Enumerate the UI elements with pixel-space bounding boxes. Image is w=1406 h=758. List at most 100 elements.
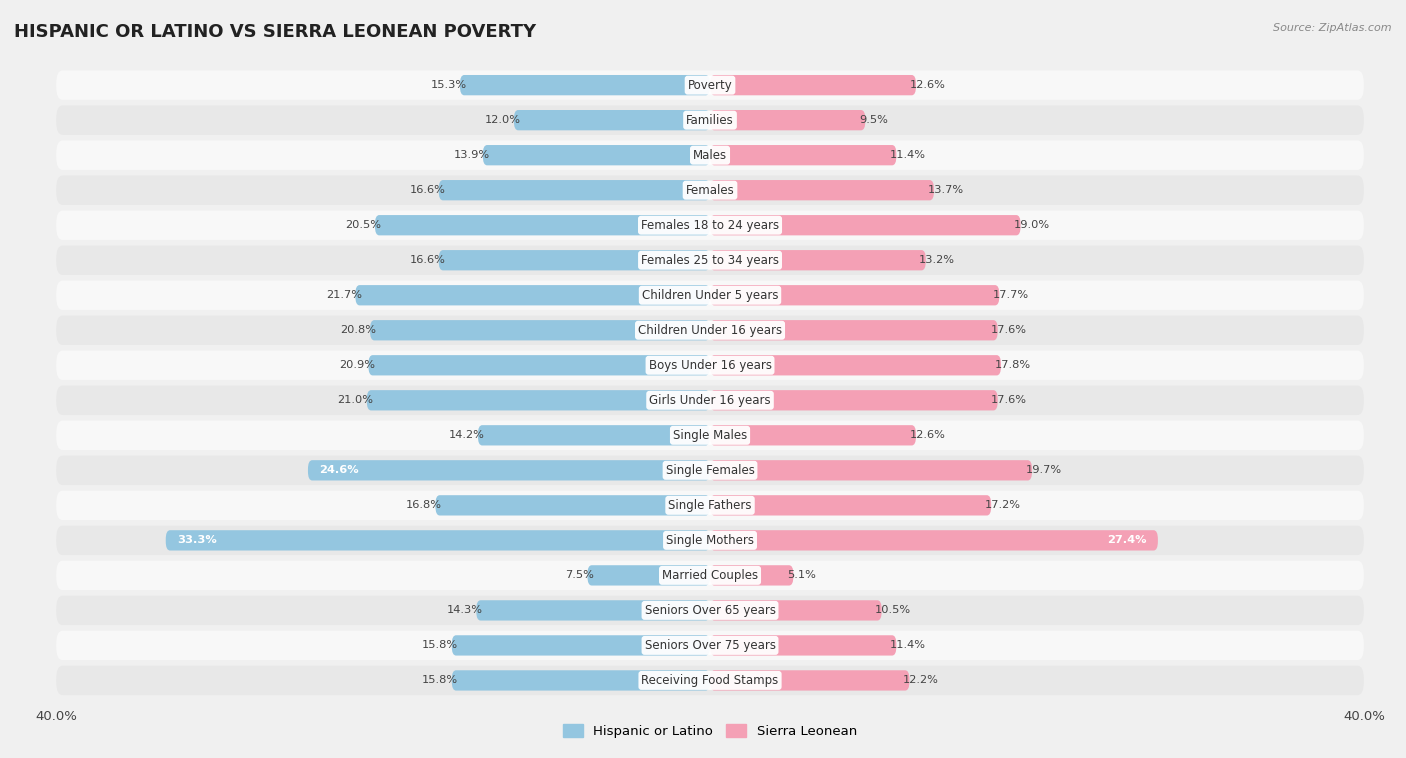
FancyBboxPatch shape [375, 215, 710, 236]
Text: 21.7%: 21.7% [326, 290, 361, 300]
Text: 33.3%: 33.3% [177, 535, 217, 545]
Text: Females: Females [686, 183, 734, 196]
FancyBboxPatch shape [460, 75, 710, 96]
Text: 20.9%: 20.9% [339, 360, 375, 370]
Text: Females 25 to 34 years: Females 25 to 34 years [641, 254, 779, 267]
FancyBboxPatch shape [477, 600, 710, 621]
Text: 16.6%: 16.6% [409, 255, 446, 265]
FancyBboxPatch shape [439, 250, 710, 271]
Text: 27.4%: 27.4% [1107, 535, 1146, 545]
FancyBboxPatch shape [56, 490, 1364, 520]
Text: Married Couples: Married Couples [662, 569, 758, 582]
FancyBboxPatch shape [515, 110, 710, 130]
Text: 14.3%: 14.3% [447, 606, 482, 615]
FancyBboxPatch shape [56, 211, 1364, 240]
Text: 19.0%: 19.0% [1014, 221, 1050, 230]
FancyBboxPatch shape [56, 315, 1364, 345]
FancyBboxPatch shape [308, 460, 710, 481]
FancyBboxPatch shape [710, 285, 1000, 305]
FancyBboxPatch shape [56, 386, 1364, 415]
FancyBboxPatch shape [56, 456, 1364, 485]
Text: 11.4%: 11.4% [890, 150, 925, 160]
Text: Males: Males [693, 149, 727, 161]
FancyBboxPatch shape [710, 145, 897, 165]
FancyBboxPatch shape [436, 495, 710, 515]
Text: 20.5%: 20.5% [346, 221, 381, 230]
FancyBboxPatch shape [710, 250, 925, 271]
Text: Poverty: Poverty [688, 79, 733, 92]
Text: Single Fathers: Single Fathers [668, 499, 752, 512]
FancyBboxPatch shape [710, 75, 915, 96]
FancyBboxPatch shape [710, 635, 897, 656]
FancyBboxPatch shape [710, 670, 910, 691]
FancyBboxPatch shape [356, 285, 710, 305]
FancyBboxPatch shape [710, 495, 991, 515]
Text: 15.8%: 15.8% [422, 675, 458, 685]
Text: 13.7%: 13.7% [928, 185, 963, 196]
FancyBboxPatch shape [56, 70, 1364, 100]
FancyBboxPatch shape [368, 356, 710, 375]
FancyBboxPatch shape [710, 530, 1159, 550]
Text: Source: ZipAtlas.com: Source: ZipAtlas.com [1274, 23, 1392, 33]
Text: 16.6%: 16.6% [409, 185, 446, 196]
Text: 15.3%: 15.3% [430, 80, 467, 90]
FancyBboxPatch shape [710, 356, 1001, 375]
FancyBboxPatch shape [56, 176, 1364, 205]
FancyBboxPatch shape [56, 105, 1364, 135]
FancyBboxPatch shape [710, 460, 1032, 481]
FancyBboxPatch shape [588, 565, 710, 585]
Text: Families: Families [686, 114, 734, 127]
FancyBboxPatch shape [166, 530, 710, 550]
FancyBboxPatch shape [710, 320, 998, 340]
FancyBboxPatch shape [56, 350, 1364, 380]
Text: 21.0%: 21.0% [337, 396, 374, 406]
Text: HISPANIC OR LATINO VS SIERRA LEONEAN POVERTY: HISPANIC OR LATINO VS SIERRA LEONEAN POV… [14, 23, 536, 41]
Legend: Hispanic or Latino, Sierra Leonean: Hispanic or Latino, Sierra Leonean [558, 719, 862, 744]
FancyBboxPatch shape [56, 421, 1364, 450]
Text: 10.5%: 10.5% [875, 606, 911, 615]
FancyBboxPatch shape [710, 425, 915, 446]
Text: Single Females: Single Females [665, 464, 755, 477]
Text: 11.4%: 11.4% [890, 641, 925, 650]
Text: 12.2%: 12.2% [903, 675, 939, 685]
Text: Girls Under 16 years: Girls Under 16 years [650, 394, 770, 407]
Text: 17.2%: 17.2% [984, 500, 1021, 510]
FancyBboxPatch shape [482, 145, 710, 165]
Text: 17.7%: 17.7% [993, 290, 1029, 300]
Text: 13.2%: 13.2% [920, 255, 955, 265]
Text: 17.8%: 17.8% [994, 360, 1031, 370]
Text: 19.7%: 19.7% [1025, 465, 1062, 475]
FancyBboxPatch shape [56, 631, 1364, 660]
Text: Children Under 16 years: Children Under 16 years [638, 324, 782, 337]
FancyBboxPatch shape [478, 425, 710, 446]
FancyBboxPatch shape [710, 180, 934, 200]
Text: 17.6%: 17.6% [991, 396, 1028, 406]
FancyBboxPatch shape [710, 110, 865, 130]
Text: Boys Under 16 years: Boys Under 16 years [648, 359, 772, 371]
FancyBboxPatch shape [56, 246, 1364, 275]
Text: 16.8%: 16.8% [406, 500, 441, 510]
Text: Single Males: Single Males [673, 429, 747, 442]
Text: Seniors Over 65 years: Seniors Over 65 years [644, 604, 776, 617]
Text: Seniors Over 75 years: Seniors Over 75 years [644, 639, 776, 652]
FancyBboxPatch shape [439, 180, 710, 200]
Text: Receiving Food Stamps: Receiving Food Stamps [641, 674, 779, 687]
FancyBboxPatch shape [451, 635, 710, 656]
Text: 24.6%: 24.6% [319, 465, 359, 475]
Text: 14.2%: 14.2% [449, 431, 485, 440]
FancyBboxPatch shape [710, 565, 793, 585]
FancyBboxPatch shape [710, 390, 998, 410]
FancyBboxPatch shape [56, 140, 1364, 170]
FancyBboxPatch shape [710, 215, 1021, 236]
Text: 12.6%: 12.6% [910, 431, 945, 440]
FancyBboxPatch shape [367, 390, 710, 410]
Text: Single Mothers: Single Mothers [666, 534, 754, 547]
FancyBboxPatch shape [56, 525, 1364, 555]
Text: 5.1%: 5.1% [787, 570, 815, 581]
FancyBboxPatch shape [56, 280, 1364, 310]
Text: 9.5%: 9.5% [859, 115, 887, 125]
Text: 20.8%: 20.8% [340, 325, 377, 335]
FancyBboxPatch shape [370, 320, 710, 340]
FancyBboxPatch shape [710, 600, 882, 621]
Text: 17.6%: 17.6% [991, 325, 1028, 335]
